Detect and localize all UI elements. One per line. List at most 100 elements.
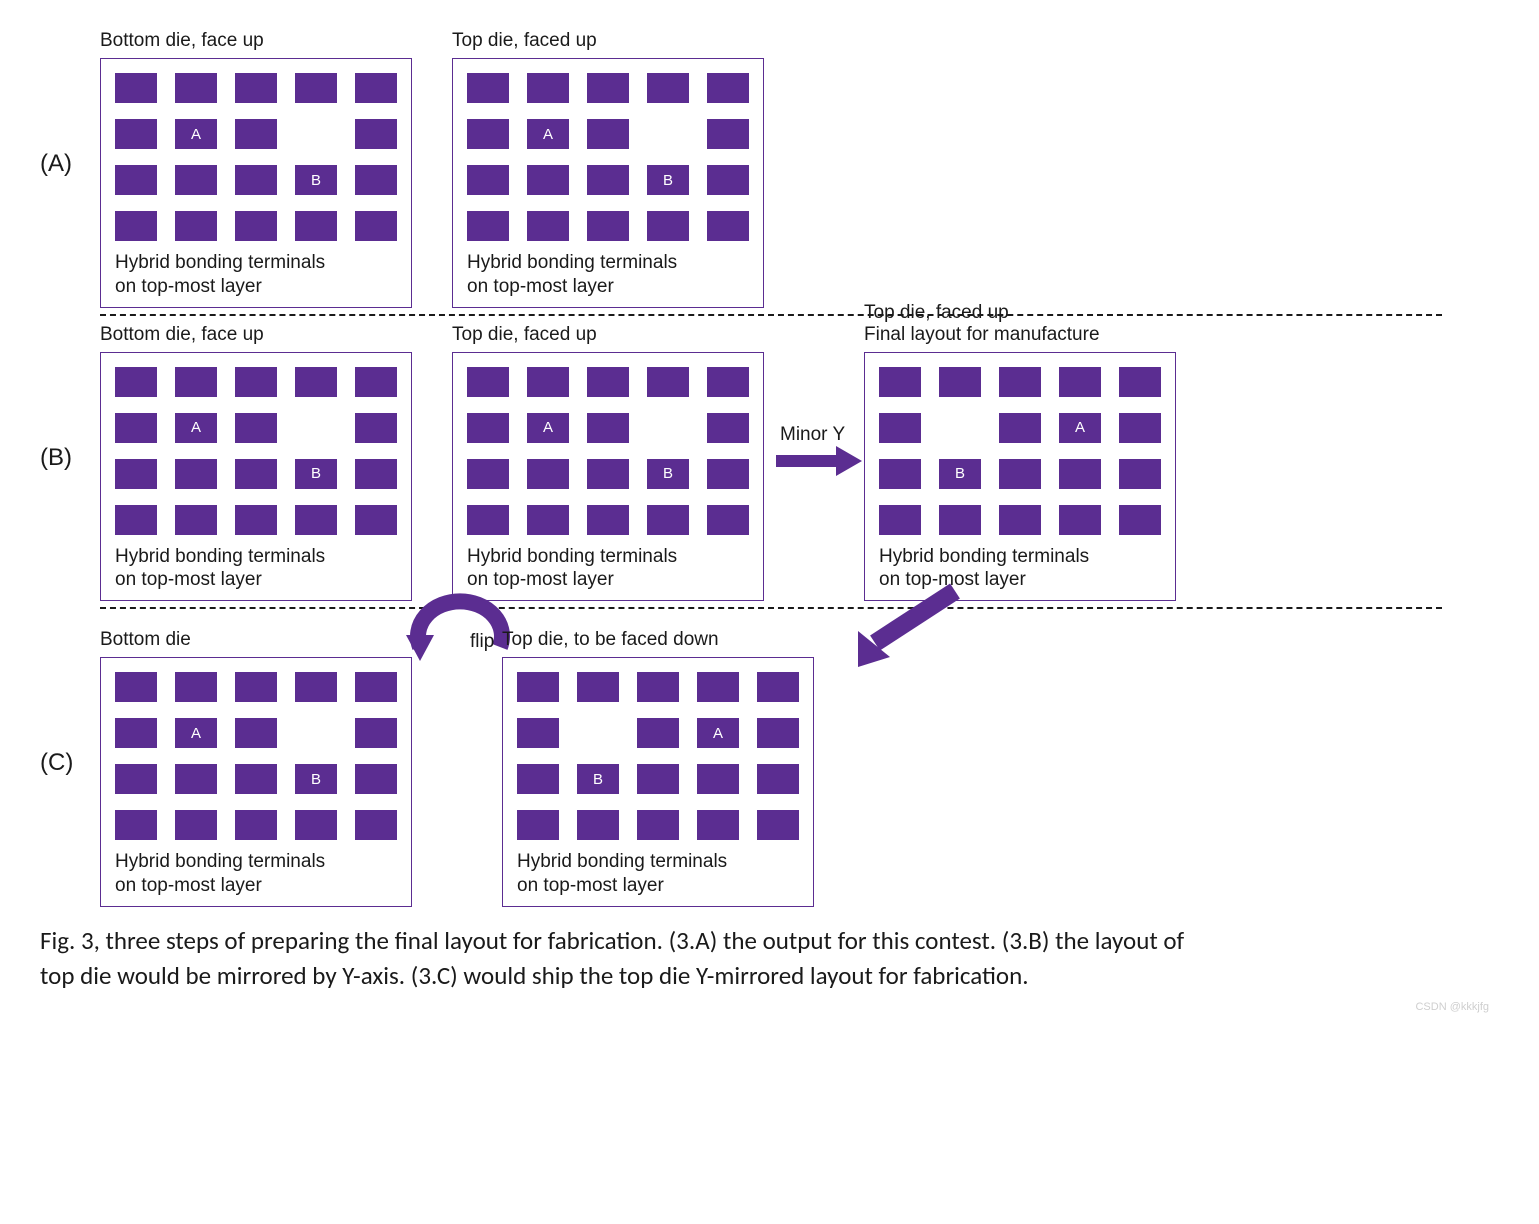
terminal-cell — [637, 672, 679, 702]
terminal-cell — [637, 718, 679, 748]
terminal-cell — [999, 413, 1041, 443]
terminal-cell — [587, 505, 629, 535]
terminal-cell — [527, 73, 569, 103]
terminal-cell — [115, 764, 157, 794]
die-panel: AB Hybrid bonding terminalson top-most l… — [452, 352, 764, 602]
terminal-cell — [527, 211, 569, 241]
terminal-cell — [527, 367, 569, 397]
terminal-cell — [707, 367, 749, 397]
panel-caption: Hybrid bonding terminalson top-most laye… — [115, 850, 397, 898]
terminal-cell — [757, 718, 799, 748]
terminal-cell-label: A — [713, 725, 723, 742]
terminal-cell — [697, 764, 739, 794]
terminal-cell — [355, 73, 397, 103]
panel-title: Top die, faced up — [452, 30, 764, 54]
figure-container: (A) Bottom die, face up AB Hybrid bondin… — [40, 30, 1499, 993]
terminal-cell — [1119, 505, 1161, 535]
panel-title: Top die, to be faced down — [502, 629, 814, 653]
flip-arrow-container: flip — [422, 629, 502, 709]
terminal-cell — [467, 73, 509, 103]
terminal-cell — [235, 672, 277, 702]
terminal-cell: A — [527, 119, 569, 149]
terminal-cell — [517, 718, 559, 748]
terminal-cell — [235, 810, 277, 840]
row-b-panel-2: Top die, faced up Final layout for manuf… — [864, 302, 1176, 602]
terminal-cell — [467, 413, 509, 443]
terminal-cell-label: B — [311, 771, 321, 788]
mirror-arrow-container: Minor Y — [774, 324, 864, 584]
terminal-cell — [355, 459, 397, 489]
terminal-cell — [467, 211, 509, 241]
terminal-cell — [355, 367, 397, 397]
terminal-cell — [879, 413, 921, 443]
row-a-label: (A) — [40, 30, 100, 178]
terminal-cell — [587, 211, 629, 241]
terminal-cell: A — [697, 718, 739, 748]
terminal-cell — [879, 505, 921, 535]
terminal-cell-label: A — [191, 126, 201, 143]
terminal-cell — [647, 73, 689, 103]
terminal-cell — [1059, 505, 1101, 535]
terminal-cell — [115, 810, 157, 840]
terminal-cell — [235, 165, 277, 195]
terminal-cell — [115, 718, 157, 748]
watermark: CSDN @kkkjfg — [1415, 1001, 1489, 1013]
terminal-cell — [295, 73, 337, 103]
terminal-cell — [577, 672, 619, 702]
row-b-panel-1: Top die, faced up AB Hybrid bonding term… — [452, 324, 764, 602]
terminal-cell — [757, 672, 799, 702]
terminal-cell: B — [647, 459, 689, 489]
terminal-cell — [697, 672, 739, 702]
terminal-cell — [637, 764, 679, 794]
terminal-cell — [115, 672, 157, 702]
terminal-cell — [295, 810, 337, 840]
terminal-cell — [707, 211, 749, 241]
terminal-cell — [707, 73, 749, 103]
terminal-cell-label: B — [663, 172, 673, 189]
terminal-cell — [757, 810, 799, 840]
terminal-cell: A — [527, 413, 569, 443]
terminal-cell — [355, 119, 397, 149]
terminal-cell — [1059, 367, 1101, 397]
terminal-cell-label: B — [311, 465, 321, 482]
die-panel: AB Hybrid bonding terminalson top-most l… — [864, 352, 1176, 602]
terminal-cell — [467, 367, 509, 397]
terminal-cell — [115, 119, 157, 149]
terminal-cell: B — [647, 165, 689, 195]
terminal-cell — [115, 73, 157, 103]
terminal-cell — [175, 672, 217, 702]
terminal-cell — [517, 810, 559, 840]
terminal-cell — [355, 810, 397, 840]
die-panel: AB Hybrid bonding terminalson top-most l… — [100, 657, 412, 907]
terminal-cell-label: A — [543, 419, 553, 436]
terminal-cell — [999, 459, 1041, 489]
terminal-cell — [175, 73, 217, 103]
terminal-cell — [175, 165, 217, 195]
terminal-cell — [707, 165, 749, 195]
terminal-cell — [647, 211, 689, 241]
terminal-cell — [1119, 413, 1161, 443]
terminal-cell — [235, 367, 277, 397]
terminal-cell: B — [939, 459, 981, 489]
terminal-cell — [637, 810, 679, 840]
row-c-panel-0: Bottom die AB Hybrid bonding terminalson… — [100, 629, 412, 907]
terminal-cell — [647, 119, 689, 149]
terminal-cell: A — [175, 718, 217, 748]
row-a-panel-0: Bottom die, face up AB Hybrid bonding te… — [100, 30, 412, 308]
terminal-cell: A — [175, 119, 217, 149]
terminal-cell — [115, 413, 157, 443]
terminal-cell — [517, 672, 559, 702]
terminal-cell-label: B — [311, 172, 321, 189]
terminal-cell — [467, 505, 509, 535]
terminal-cell — [115, 367, 157, 397]
terminal-cell — [355, 505, 397, 535]
terminal-grid: AB — [115, 672, 397, 840]
terminal-cell: B — [577, 764, 619, 794]
terminal-grid: AB — [879, 367, 1161, 535]
terminal-cell — [115, 505, 157, 535]
terminal-grid: AB — [517, 672, 799, 840]
row-b-panel-0: Bottom die, face up AB Hybrid bonding te… — [100, 324, 412, 602]
terminal-cell — [587, 165, 629, 195]
panel-caption: Hybrid bonding terminalson top-most laye… — [115, 545, 397, 593]
die-panel: AB Hybrid bonding terminalson top-most l… — [100, 352, 412, 602]
